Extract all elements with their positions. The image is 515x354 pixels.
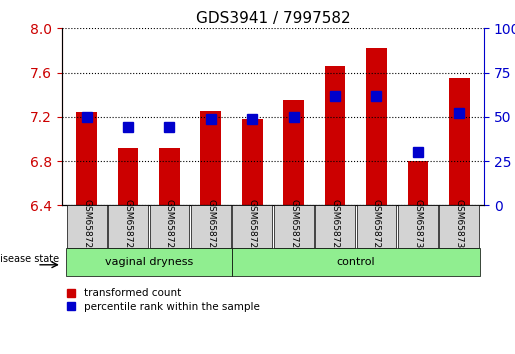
- Bar: [366, 48, 387, 205]
- Text: GSM658727: GSM658727: [165, 199, 174, 254]
- FancyBboxPatch shape: [232, 248, 480, 276]
- Text: GSM658729: GSM658729: [372, 199, 381, 254]
- FancyBboxPatch shape: [398, 205, 438, 248]
- Title: GDS3941 / 7997582: GDS3941 / 7997582: [196, 11, 350, 26]
- Bar: [242, 119, 263, 205]
- Bar: [200, 111, 221, 205]
- Text: GSM658730: GSM658730: [414, 199, 422, 254]
- Text: GSM658728: GSM658728: [207, 199, 215, 254]
- Text: GSM658722: GSM658722: [82, 199, 91, 254]
- Bar: [449, 78, 470, 205]
- Text: disease state: disease state: [0, 254, 59, 264]
- Bar: [283, 100, 304, 205]
- Text: vaginal dryness: vaginal dryness: [105, 257, 193, 267]
- FancyBboxPatch shape: [149, 205, 190, 248]
- FancyBboxPatch shape: [108, 205, 148, 248]
- Bar: [118, 148, 139, 205]
- Text: GSM658725: GSM658725: [289, 199, 298, 254]
- FancyBboxPatch shape: [232, 205, 272, 248]
- Text: control: control: [336, 257, 375, 267]
- Legend: transformed count, percentile rank within the sample: transformed count, percentile rank withi…: [67, 289, 260, 312]
- Text: GSM658726: GSM658726: [331, 199, 339, 254]
- Text: GSM658724: GSM658724: [248, 199, 257, 254]
- FancyBboxPatch shape: [191, 205, 231, 248]
- FancyBboxPatch shape: [315, 205, 355, 248]
- FancyBboxPatch shape: [439, 205, 479, 248]
- FancyBboxPatch shape: [67, 205, 107, 248]
- FancyBboxPatch shape: [274, 205, 314, 248]
- Text: GSM658723: GSM658723: [124, 199, 132, 254]
- FancyBboxPatch shape: [356, 205, 397, 248]
- Bar: [407, 161, 428, 205]
- Bar: [76, 113, 97, 205]
- Text: GSM658731: GSM658731: [455, 199, 464, 254]
- FancyBboxPatch shape: [66, 248, 232, 276]
- Bar: [324, 66, 346, 205]
- Bar: [159, 148, 180, 205]
